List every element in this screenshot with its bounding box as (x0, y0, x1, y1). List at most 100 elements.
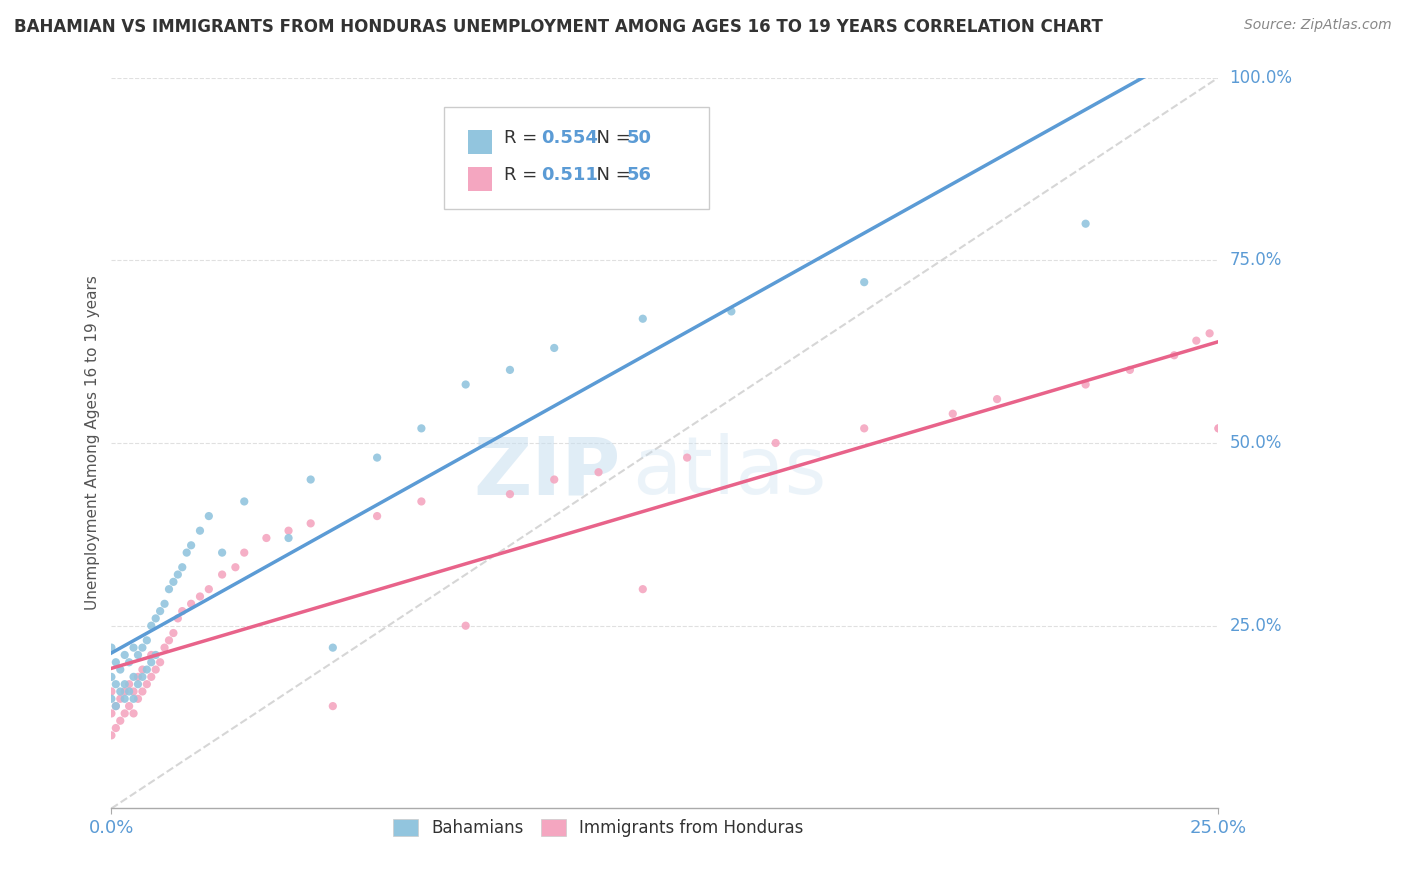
Point (499, 363, 522, 377)
Point (631, 311, 654, 326)
Point (141, 670, 163, 684)
Point (127, 691, 149, 706)
Point (104, 677, 127, 691)
Point (166, 567, 188, 582)
Point (366, 509, 388, 524)
Point (135, 677, 157, 691)
Point (454, 377, 477, 392)
Point (765, 436, 787, 450)
Point (853, 275, 876, 289)
Point (162, 626, 184, 640)
Point (145, 648, 167, 662)
FancyBboxPatch shape (468, 130, 492, 154)
Point (188, 590, 211, 604)
Point (224, 560, 246, 574)
Text: 50: 50 (626, 129, 651, 147)
Point (1198, 326, 1220, 341)
Text: N =: N = (585, 166, 637, 184)
Point (127, 670, 149, 684)
Point (180, 538, 202, 552)
Point (114, 648, 136, 662)
Point (277, 531, 299, 545)
Point (157, 633, 180, 648)
Point (135, 633, 157, 648)
Point (299, 473, 322, 487)
Point (322, 699, 344, 714)
Point (233, 494, 256, 508)
Point (198, 582, 221, 597)
Point (110, 714, 132, 728)
Point (114, 706, 136, 721)
Point (118, 677, 141, 691)
Text: 25.0%: 25.0% (1230, 616, 1282, 635)
Point (162, 574, 184, 589)
Point (543, 341, 565, 355)
Point (145, 611, 167, 625)
Point (853, 421, 876, 435)
Point (153, 597, 176, 611)
Point (1163, 348, 1185, 362)
Point (110, 691, 132, 706)
Point (141, 648, 163, 662)
Point (411, 494, 433, 508)
Point (986, 392, 1008, 406)
Text: ZIP: ZIP (474, 434, 620, 511)
Point (322, 640, 344, 655)
Point (149, 655, 172, 669)
Point (131, 684, 153, 698)
Point (118, 655, 141, 669)
Point (454, 618, 477, 632)
Point (100, 684, 122, 698)
Point (299, 516, 322, 531)
Point (145, 663, 167, 677)
Y-axis label: Unemployment Among Ages 16 to 19 years: Unemployment Among Ages 16 to 19 years (86, 276, 100, 610)
Point (131, 640, 153, 655)
Point (122, 706, 145, 721)
Point (198, 509, 221, 524)
Point (211, 546, 233, 560)
Point (153, 640, 176, 655)
Point (157, 582, 180, 597)
Point (631, 582, 654, 597)
Point (100, 706, 122, 721)
Point (172, 560, 194, 574)
Point (114, 684, 136, 698)
Point (233, 546, 256, 560)
Legend: Bahamians, Immigrants from Honduras: Bahamians, Immigrants from Honduras (387, 813, 810, 844)
Point (122, 684, 145, 698)
Point (676, 450, 699, 465)
Point (166, 611, 188, 625)
Point (1208, 421, 1230, 435)
Point (1074, 217, 1097, 231)
Point (122, 640, 145, 655)
Point (942, 407, 965, 421)
Point (118, 699, 141, 714)
Point (1074, 377, 1097, 392)
Point (104, 655, 127, 669)
Point (135, 663, 157, 677)
Point (118, 684, 141, 698)
Point (100, 691, 122, 706)
Point (411, 421, 433, 435)
Point (104, 721, 127, 735)
Point (1185, 334, 1208, 348)
Point (1119, 363, 1142, 377)
Text: 50.0%: 50.0% (1230, 434, 1282, 452)
Point (110, 663, 132, 677)
Point (127, 648, 149, 662)
Text: atlas: atlas (631, 434, 827, 511)
Point (122, 670, 145, 684)
Point (100, 728, 122, 742)
Point (1208, 421, 1230, 435)
Text: 56: 56 (626, 166, 651, 184)
Point (149, 604, 172, 618)
Point (104, 699, 127, 714)
Point (100, 640, 122, 655)
Point (104, 699, 127, 714)
Point (720, 304, 742, 318)
Point (141, 655, 163, 669)
Text: Source: ZipAtlas.com: Source: ZipAtlas.com (1244, 18, 1392, 32)
Text: 75.0%: 75.0% (1230, 252, 1282, 269)
Text: R =: R = (505, 166, 550, 184)
Point (211, 567, 233, 582)
